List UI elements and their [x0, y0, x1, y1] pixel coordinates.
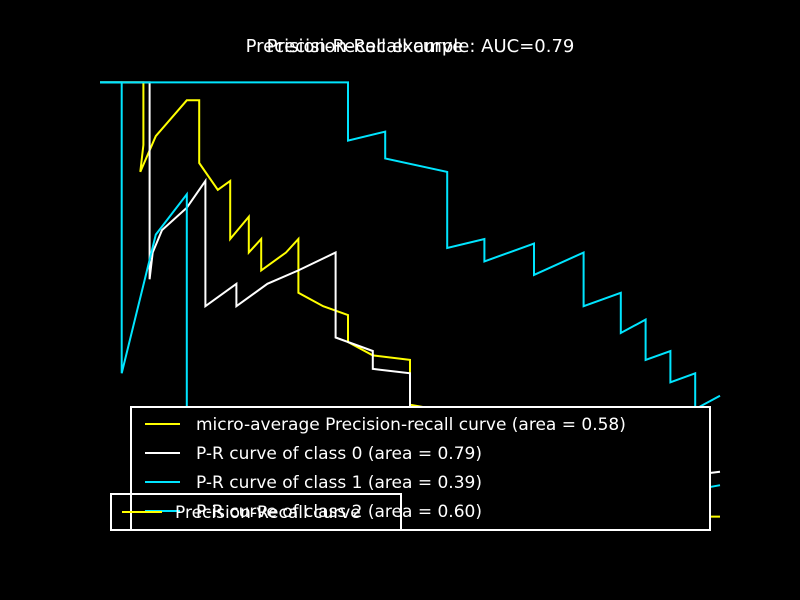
legend-2-frame	[110, 493, 402, 531]
series-line-3	[100, 81, 721, 411]
legend-label-1: P-R curve of class 0 (area = 0.79)	[196, 444, 482, 464]
legend-frame	[130, 406, 711, 531]
legend-label-3: P-R curve of class 2 (area = 0.60)	[196, 502, 482, 522]
chart-title-2: Precision-Recall curve	[267, 36, 464, 57]
legend: micro-average Precision-recall curve (ar…	[130, 406, 711, 531]
legend-2-label: Precision-Recall curve	[175, 503, 361, 523]
chart-title: Precision-Recall example: AUC=0.79	[246, 36, 575, 57]
legend-label-2: P-R curve of class 1 (area = 0.39)	[196, 473, 482, 493]
legend-2: Precision-Recall curve	[110, 493, 402, 531]
legend-label-0: micro-average Precision-recall curve (ar…	[196, 415, 626, 435]
